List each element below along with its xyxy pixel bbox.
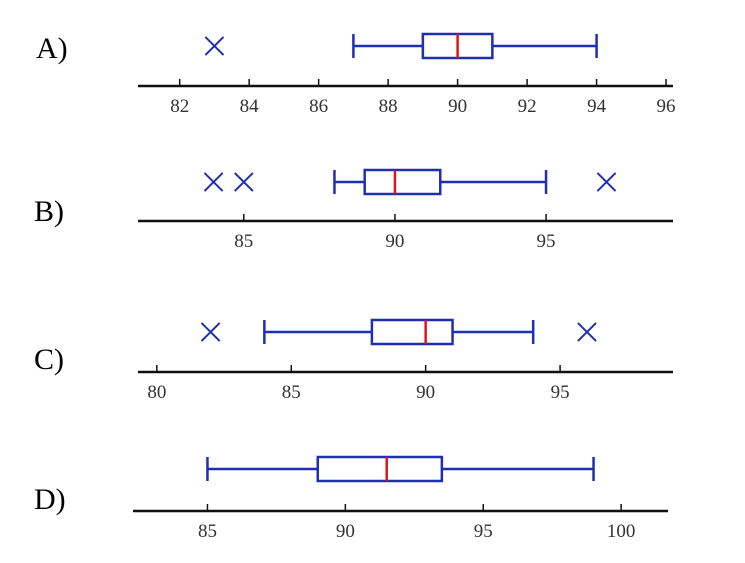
- panel-label: B): [34, 195, 64, 228]
- x-tick-label: 85: [198, 521, 217, 542]
- outlier-marker: [233, 172, 254, 192]
- outlier-marker: [200, 322, 221, 342]
- boxplot-panel-3: C) 80 85 90 95: [34, 318, 673, 403]
- boxplot-panel-4: D) 85 90 95 100: [34, 455, 668, 542]
- outlier-marker: [203, 172, 224, 192]
- iqr-box: [363, 168, 442, 196]
- panel-label: D): [34, 483, 66, 516]
- x-tick-label: 95: [551, 382, 570, 403]
- x-tick-label: 95: [474, 521, 493, 542]
- x-tick-label: 85: [234, 231, 253, 252]
- x-tick-label: 80: [147, 382, 166, 403]
- iqr-box: [316, 455, 444, 483]
- x-tick-label: 90: [336, 521, 355, 542]
- x-tick-label: 88: [379, 96, 398, 117]
- x-tick-label: 85: [282, 382, 301, 403]
- panel-label: A): [36, 32, 68, 65]
- x-tick-label: 100: [607, 521, 636, 542]
- x-tick-label: 84: [240, 96, 260, 117]
- boxplot-panel-1: A) 82 84 86 88 90 92 94 96: [36, 32, 676, 117]
- x-tick-label: 92: [518, 96, 537, 117]
- x-tick-label: 96: [657, 96, 676, 117]
- x-tick-label: 82: [170, 96, 189, 117]
- x-tick-label: 94: [587, 96, 607, 117]
- x-tick-label: 90: [416, 382, 435, 403]
- panel-label: C): [34, 343, 64, 376]
- iqr-box: [370, 318, 454, 346]
- x-tick-label: 86: [309, 96, 328, 117]
- x-tick-label: 90: [385, 231, 404, 252]
- boxplot-panel-2: B) 85 90 95: [34, 168, 673, 252]
- outlier-marker: [596, 172, 617, 192]
- outlier-marker: [577, 322, 597, 342]
- outlier-marker: [204, 36, 225, 56]
- x-tick-label: 95: [537, 231, 556, 252]
- x-tick-label: 90: [448, 96, 467, 117]
